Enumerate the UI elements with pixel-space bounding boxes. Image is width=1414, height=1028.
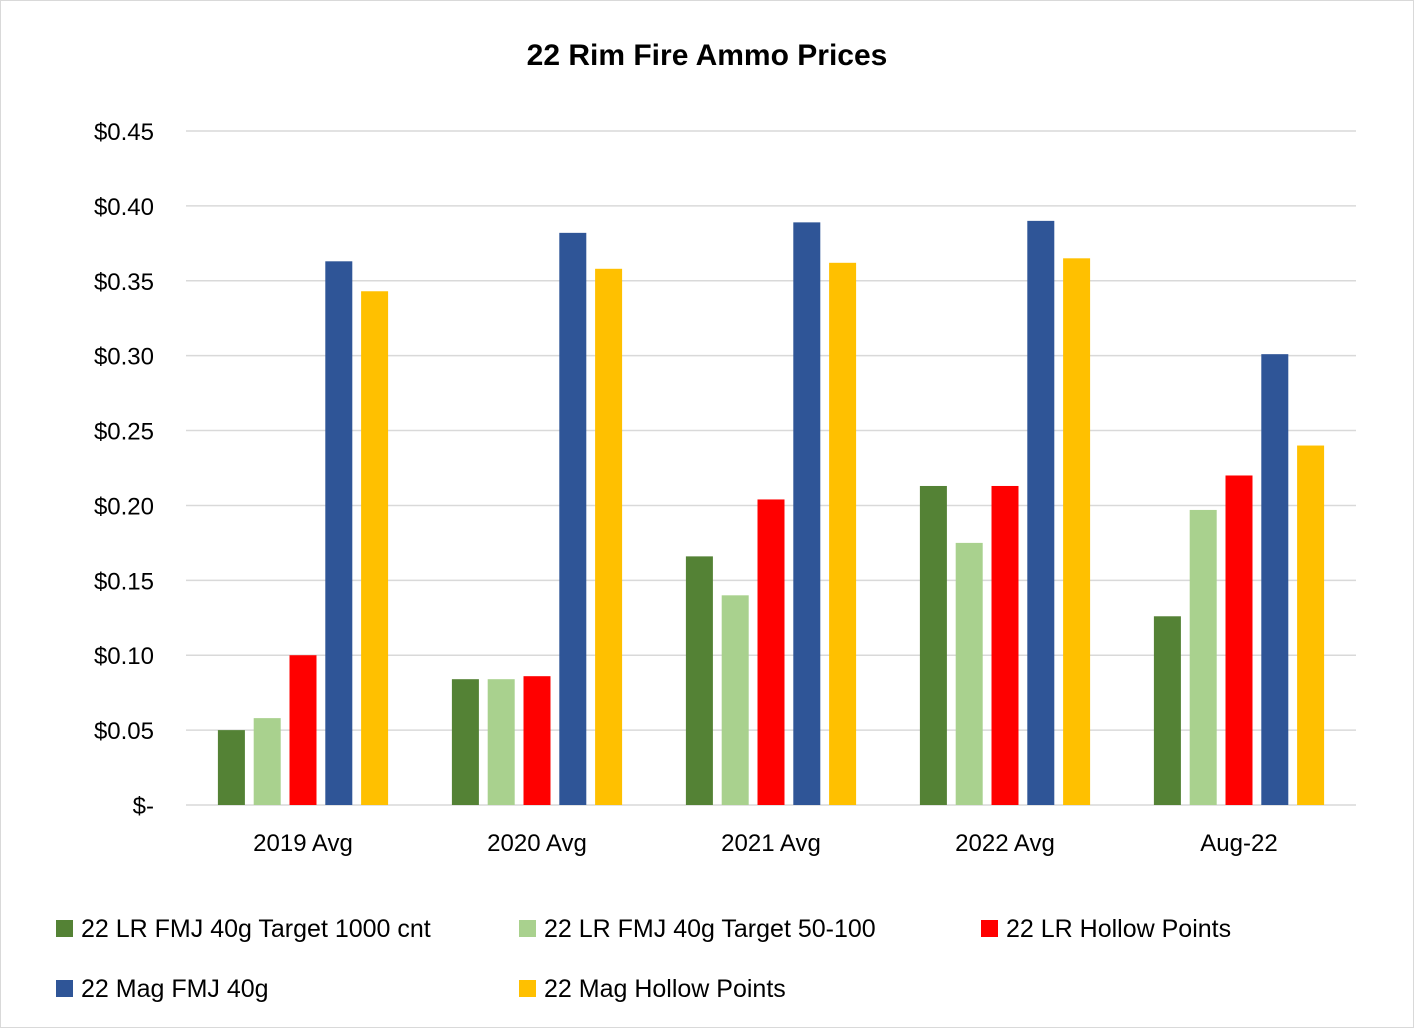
bar-4-3 xyxy=(793,222,821,805)
bar-5-4 xyxy=(1063,258,1091,805)
x-category-label: 2021 Avg xyxy=(721,830,821,857)
x-category-label: 2019 Avg xyxy=(253,830,353,857)
x-axis-category-labels: 2019 Avg 2020 Avg 2021 Avg 2022 Avg Aug-22 xyxy=(253,830,1278,857)
x-category-label: 2020 Avg xyxy=(487,830,587,857)
bar-2-4 xyxy=(955,542,983,805)
bar-2-5 xyxy=(1189,509,1217,805)
bar-3-3 xyxy=(757,499,785,805)
legend-label: 22 Mag Hollow Points xyxy=(544,975,786,1003)
legend-swatch xyxy=(519,980,536,997)
legend-swatch xyxy=(56,980,73,997)
x-category-label: Aug-22 xyxy=(1200,830,1277,857)
bar-5-5 xyxy=(1297,445,1325,805)
y-tick-label: $0.40 xyxy=(94,194,154,221)
y-tick-label: $- xyxy=(133,793,154,820)
bar-1-3 xyxy=(685,556,713,805)
bar-1-2 xyxy=(451,679,479,805)
y-tick-label: $0.35 xyxy=(94,269,154,296)
bar-4-1 xyxy=(325,261,353,806)
legend-swatch xyxy=(981,920,998,937)
bar-4-4 xyxy=(1027,220,1055,805)
y-tick-label: $0.15 xyxy=(94,568,154,595)
legend-swatch xyxy=(56,920,73,937)
legend-label: 22 LR FMJ 40g Target 50-100 xyxy=(544,915,876,943)
bar-3-2 xyxy=(523,676,551,805)
legend-label: 22 LR FMJ 40g Target 1000 cnt xyxy=(81,915,431,943)
legend-swatch xyxy=(519,920,536,937)
y-tick-label: $0.30 xyxy=(94,344,154,371)
bar-2-3 xyxy=(721,595,749,805)
bar-3-4 xyxy=(991,485,1019,805)
bar-2-2 xyxy=(487,679,515,805)
legend-label: 22 LR Hollow Points xyxy=(1006,915,1231,943)
x-category-label: 2022 Avg xyxy=(955,830,1055,857)
y-tick-label: $0.20 xyxy=(94,493,154,520)
bar-4-2 xyxy=(559,232,587,806)
legend-label: 22 Mag FMJ 40g xyxy=(81,975,269,1003)
y-tick-label: $0.10 xyxy=(94,643,154,670)
bar-1-1 xyxy=(217,730,245,805)
y-tick-label: $0.45 xyxy=(94,119,154,146)
bar-4-5 xyxy=(1261,354,1289,805)
bar-2-1 xyxy=(253,718,281,805)
bars xyxy=(217,220,1325,806)
bar-3-1 xyxy=(289,655,317,805)
y-axis-tick-labels: $- $0.05 $0.10 $0.15 $0.20 $0.25 $0.30 $0.35 $0.… xyxy=(94,119,154,820)
bar-3-5 xyxy=(1225,475,1253,805)
bar-5-3 xyxy=(829,262,857,805)
legend: 22 LR FMJ 40g Target 1000 cnt 22 LR FMJ 4… xyxy=(56,915,1231,1003)
bar-5-1 xyxy=(361,291,389,805)
y-tick-label: $0.25 xyxy=(94,419,154,446)
y-tick-label: $0.05 xyxy=(94,718,154,745)
chart-title: 22 Rim Fire Ammo Prices xyxy=(527,39,888,72)
bar-1-4 xyxy=(919,485,947,805)
bar-5-2 xyxy=(595,268,623,806)
bar-1-5 xyxy=(1153,616,1181,805)
